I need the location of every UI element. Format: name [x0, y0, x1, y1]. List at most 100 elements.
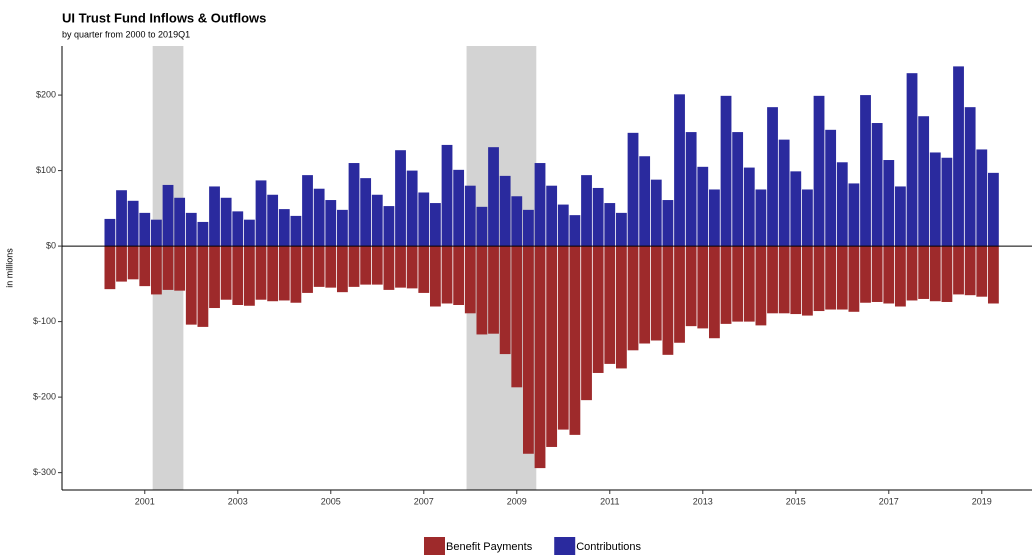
- bar: [953, 246, 964, 295]
- y-tick-label: $0: [46, 240, 56, 250]
- bar: [174, 197, 186, 247]
- bar: [592, 187, 604, 247]
- bar: [476, 246, 488, 335]
- bar: [464, 185, 476, 247]
- bar: [894, 246, 906, 307]
- bar: [697, 166, 709, 247]
- bar: [360, 246, 372, 285]
- bar: [511, 196, 523, 247]
- bar: [615, 246, 627, 369]
- y-tick-label: $-200: [33, 391, 56, 401]
- bar: [918, 116, 930, 247]
- bar: [232, 246, 244, 305]
- bar: [778, 139, 790, 247]
- bar: [732, 246, 744, 322]
- bar: [139, 212, 151, 247]
- y-tick-label: $-100: [33, 316, 56, 326]
- bar: [313, 246, 325, 287]
- bar: [639, 246, 651, 344]
- bar: [104, 246, 116, 290]
- bar: [127, 200, 139, 247]
- bar: [429, 246, 441, 307]
- bar: [860, 95, 871, 247]
- bar: [290, 246, 302, 303]
- bar: [418, 192, 430, 247]
- bar: [150, 219, 162, 247]
- bar: [302, 246, 313, 293]
- bar: [778, 246, 790, 314]
- bar: [197, 221, 209, 247]
- bar: [953, 66, 964, 247]
- bar: [336, 209, 348, 247]
- bar: [860, 246, 871, 303]
- bar: [720, 246, 732, 324]
- bar: [325, 246, 337, 288]
- bar: [743, 167, 755, 247]
- bar: [592, 246, 604, 373]
- bar: [255, 180, 267, 247]
- bar: [522, 246, 534, 454]
- bar: [546, 185, 558, 247]
- x-tick-label: 2007: [414, 496, 434, 506]
- x-tick-label: 2011: [600, 496, 619, 506]
- bar: [720, 95, 732, 247]
- bar: [127, 246, 139, 280]
- bar: [964, 246, 976, 296]
- bar: [267, 194, 279, 247]
- bar: [732, 132, 744, 247]
- bar: [418, 246, 430, 293]
- bar: [929, 246, 941, 302]
- bar: [976, 149, 988, 247]
- bar: [511, 246, 523, 388]
- bar: [743, 246, 755, 322]
- bar: [918, 246, 930, 299]
- bar: [302, 175, 313, 247]
- bar: [441, 144, 453, 247]
- bar: [825, 246, 837, 310]
- x-tick-label: 2013: [693, 496, 713, 506]
- bar: [674, 246, 685, 343]
- bar: [522, 209, 534, 247]
- bar: [801, 246, 813, 316]
- bar: [697, 246, 709, 329]
- bar: [790, 246, 802, 315]
- x-tick-label: 2003: [228, 496, 248, 506]
- x-tick-label: 2009: [507, 496, 527, 506]
- bar: [836, 162, 848, 247]
- bar: [313, 188, 325, 247]
- bar: [209, 246, 220, 309]
- bar: [662, 246, 674, 355]
- bar: [871, 123, 883, 247]
- bar: [929, 152, 941, 247]
- bar: [534, 163, 546, 247]
- y-tick-label: $-300: [33, 467, 56, 477]
- bar: [546, 246, 558, 447]
- bar: [534, 246, 546, 469]
- bar: [662, 200, 674, 247]
- bar: [441, 246, 453, 304]
- bar: [906, 73, 918, 247]
- bar: [383, 206, 395, 247]
- legend-label: Benefit Payments: [446, 541, 533, 553]
- bar: [755, 189, 767, 247]
- bar: [976, 246, 988, 297]
- bar: [801, 189, 813, 247]
- bar: [220, 197, 232, 247]
- bar: [104, 218, 116, 247]
- bar: [708, 189, 720, 247]
- y-tick-label: $200: [36, 89, 56, 99]
- x-tick-label: 2015: [786, 496, 806, 506]
- bar: [336, 246, 348, 293]
- bar: [987, 172, 999, 247]
- bar: [848, 183, 860, 247]
- bar: [639, 156, 651, 247]
- bar: [581, 246, 592, 401]
- bar: [197, 246, 209, 327]
- x-tick-label: 2017: [879, 496, 899, 506]
- bar: [581, 175, 592, 247]
- bar: [139, 246, 151, 287]
- bar: [941, 246, 953, 302]
- bar: [650, 246, 662, 341]
- bar: [232, 211, 244, 247]
